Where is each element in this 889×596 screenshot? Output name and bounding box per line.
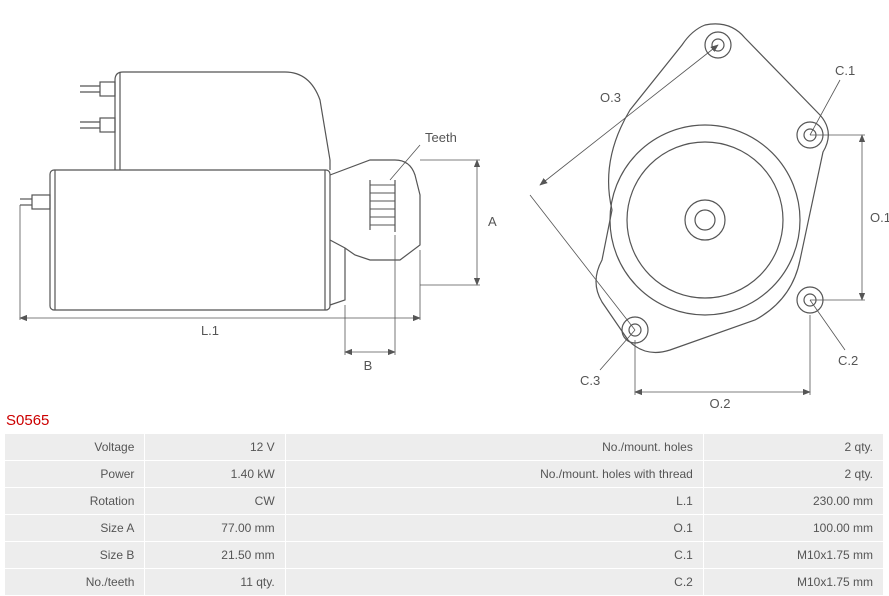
label-L1: L.1 — [201, 323, 219, 338]
label-A: A — [488, 214, 497, 229]
spec-label: No./teeth — [5, 569, 144, 595]
spec-value: 2 qty. — [704, 461, 883, 487]
label-O3: O.3 — [600, 90, 621, 105]
table-row: Voltage12 VNo./mount. holes2 qty. — [5, 434, 883, 460]
label-B: B — [364, 358, 373, 373]
label-O1: O.1 — [870, 210, 889, 225]
spec-label: No./mount. holes with thread — [286, 461, 703, 487]
spec-value: M10x1.75 mm — [704, 569, 883, 595]
technical-diagram: Teeth L.1 B A — [0, 0, 889, 410]
table-row: No./teeth11 qty.C.2M10x1.75 mm — [5, 569, 883, 595]
spec-value: 21.50 mm — [145, 542, 284, 568]
spec-value: 11 qty. — [145, 569, 284, 595]
label-C2: C.2 — [838, 353, 858, 368]
spec-value: 100.00 mm — [704, 515, 883, 541]
spec-value: 12 V — [145, 434, 284, 460]
table-row: Size B21.50 mmC.1M10x1.75 mm — [5, 542, 883, 568]
spec-label: C.2 — [286, 569, 703, 595]
spec-label: L.1 — [286, 488, 703, 514]
spec-label: Rotation — [5, 488, 144, 514]
spec-label: Voltage — [5, 434, 144, 460]
spec-value: M10x1.75 mm — [704, 542, 883, 568]
spec-value: 1.40 kW — [145, 461, 284, 487]
spec-value: 230.00 mm — [704, 488, 883, 514]
spec-label: Power — [5, 461, 144, 487]
table-row: Power1.40 kWNo./mount. holes with thread… — [5, 461, 883, 487]
page-container: Teeth L.1 B A — [0, 0, 889, 596]
spec-value: 77.00 mm — [145, 515, 284, 541]
label-teeth: Teeth — [425, 130, 457, 145]
front-view — [596, 24, 828, 353]
label-C1: C.1 — [835, 63, 855, 78]
product-code: S0565 — [0, 410, 889, 433]
spec-label: Size A — [5, 515, 144, 541]
spec-value: CW — [145, 488, 284, 514]
spec-table: Voltage12 VNo./mount. holes2 qty.Power1.… — [4, 433, 884, 596]
spec-label: Size B — [5, 542, 144, 568]
label-O2: O.2 — [710, 396, 731, 410]
label-C3: C.3 — [580, 373, 600, 388]
spec-label: O.1 — [286, 515, 703, 541]
table-row: RotationCWL.1230.00 mm — [5, 488, 883, 514]
side-view — [20, 72, 420, 310]
spec-label: No./mount. holes — [286, 434, 703, 460]
spec-label: C.1 — [286, 542, 703, 568]
table-row: Size A77.00 mmO.1100.00 mm — [5, 515, 883, 541]
spec-value: 2 qty. — [704, 434, 883, 460]
